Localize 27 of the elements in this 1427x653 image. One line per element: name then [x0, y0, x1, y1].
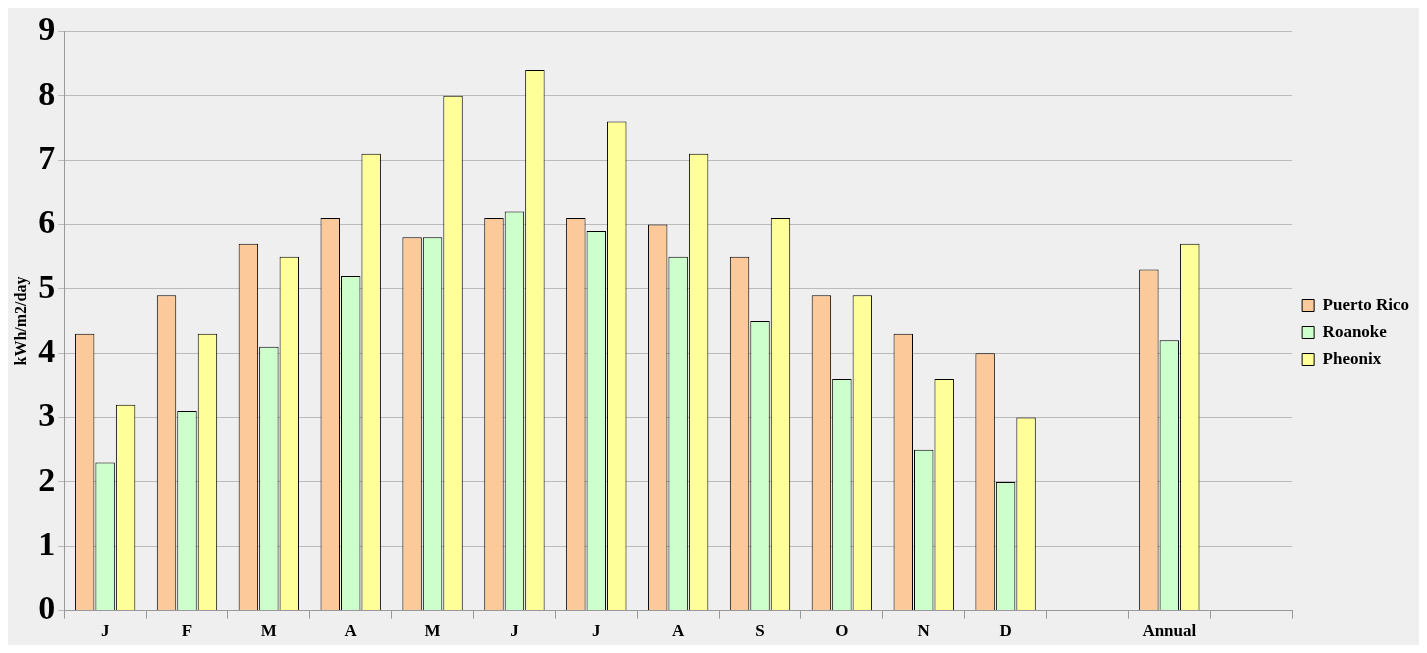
y-tick-label: 2: [38, 460, 56, 498]
y-axis-title: kWh/m2/day: [11, 276, 30, 366]
legend-label: Roanoke: [1322, 321, 1388, 341]
x-tick-label: N: [917, 621, 931, 641]
y-tick-label: 1: [38, 525, 56, 563]
x-tick-label: J: [100, 621, 110, 641]
x-tick-label: O: [835, 621, 849, 641]
x-tick-label: A: [672, 621, 686, 641]
y-tick-label: 8: [38, 74, 56, 112]
x-tick-label: J: [510, 621, 520, 641]
y-tick-label: 5: [38, 267, 56, 305]
x-tick-label: A: [344, 621, 358, 641]
legend-label: Puerto Rico: [1322, 294, 1409, 314]
x-tick-label: J: [592, 621, 602, 641]
y-tick-label: 6: [38, 203, 56, 241]
x-tick-label: Annual: [1142, 621, 1197, 641]
legend-label: Pheonix: [1322, 348, 1382, 368]
x-tick-label: M: [424, 621, 441, 641]
x-tick-label: D: [999, 621, 1012, 641]
y-tick-label: 0: [38, 589, 56, 627]
y-tick-label: 9: [38, 10, 56, 48]
x-tick-label: S: [755, 621, 765, 641]
y-tick-label: 4: [38, 331, 56, 369]
x-tick-label: F: [181, 621, 193, 641]
x-tick-label: M: [260, 621, 277, 641]
y-tick-label: 3: [38, 396, 56, 434]
y-tick-label: 7: [38, 138, 56, 176]
